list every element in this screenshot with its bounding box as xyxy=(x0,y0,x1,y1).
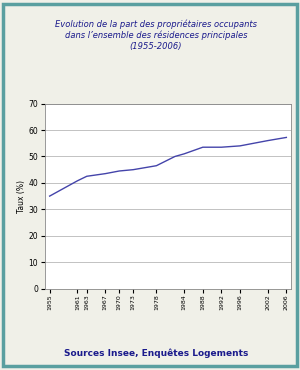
Y-axis label: Taux (%): Taux (%) xyxy=(16,179,26,213)
Text: Evolution de la part des propriétaires occupants: Evolution de la part des propriétaires o… xyxy=(55,19,257,29)
Text: dans l’ensemble des résidences principales: dans l’ensemble des résidences principal… xyxy=(65,30,247,40)
Text: (1955-2006): (1955-2006) xyxy=(130,42,182,51)
Text: Sources Insee, Enquêtes Logements: Sources Insee, Enquêtes Logements xyxy=(64,349,248,358)
